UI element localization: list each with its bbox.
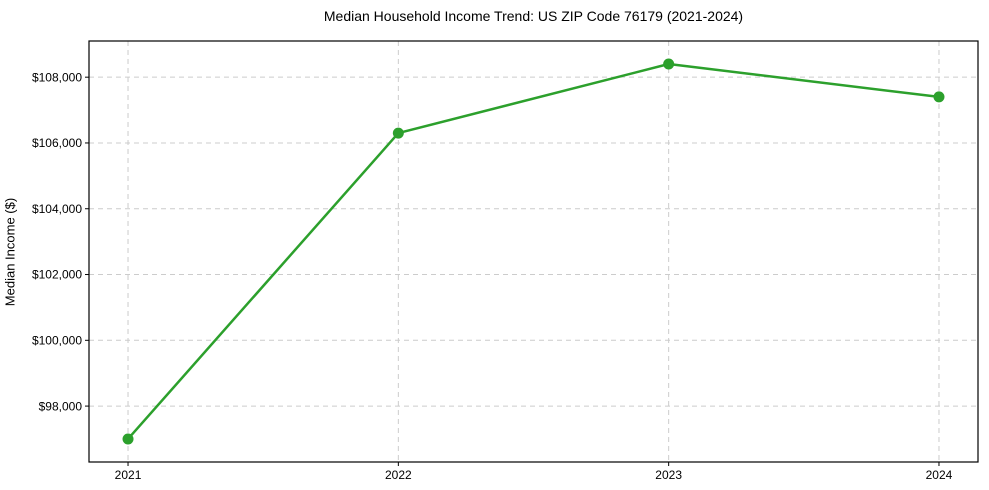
data-point-marker [392,127,404,139]
x-tick-label: 2023 [655,468,682,482]
y-tick-label: $100,000 [32,334,82,348]
series-line [126,62,941,441]
y-tick-label: $98,000 [39,399,83,413]
chart-title: Median Household Income Trend: US ZIP Co… [323,8,744,24]
data-point-marker [122,433,134,445]
y-tick-label: $104,000 [32,202,82,216]
x-tick-label: 2021 [115,468,142,482]
x-tick-label: 2024 [926,468,953,482]
x-tick-label: 2022 [385,468,412,482]
data-point-marker [933,91,945,103]
y-tick-label: $108,000 [32,70,82,84]
y-tick-label: $102,000 [32,268,82,282]
data-point-marker [663,58,675,70]
y-tick-label: $106,000 [32,136,82,150]
axes-border [88,40,979,463]
